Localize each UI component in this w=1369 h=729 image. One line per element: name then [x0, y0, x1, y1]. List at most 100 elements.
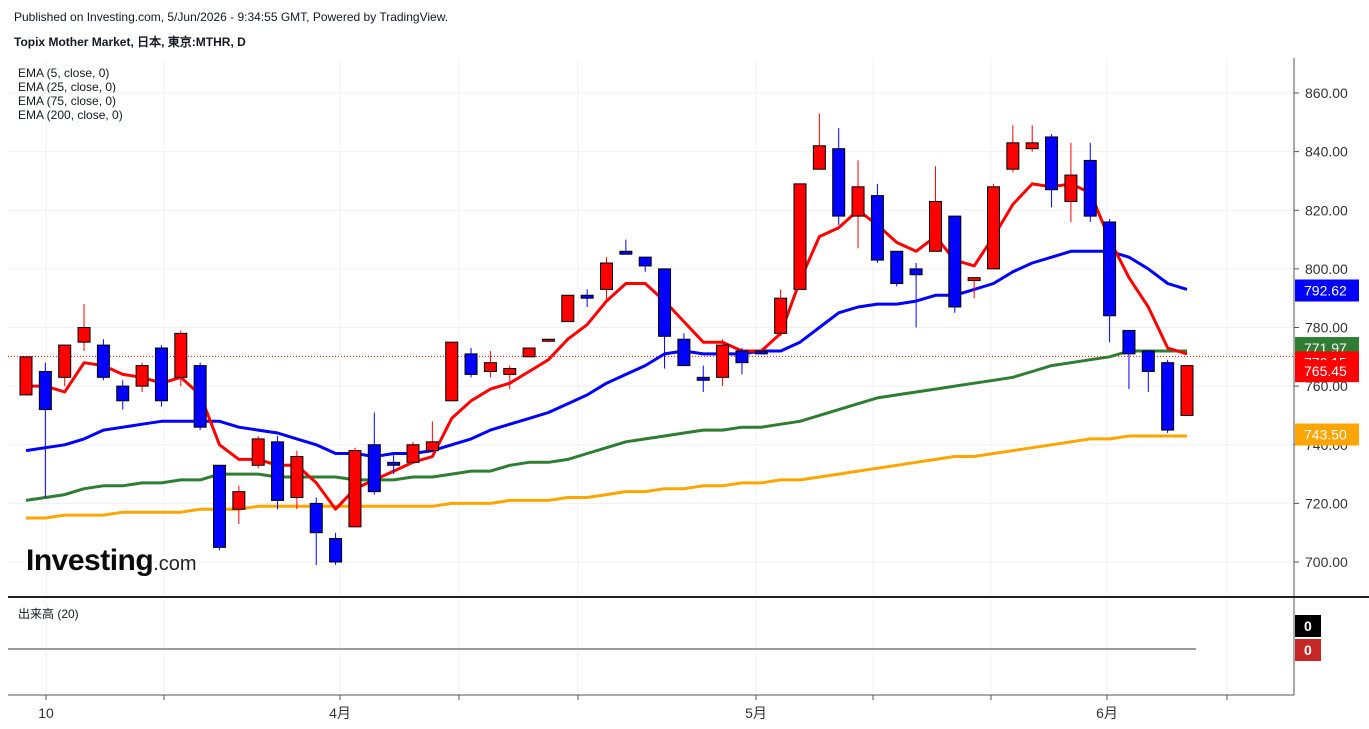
- candle-body: [271, 441, 285, 501]
- volume-label-text: 0: [1304, 642, 1312, 658]
- candle-body: [1045, 136, 1059, 191]
- candle-body: [909, 268, 923, 276]
- candle-body: [870, 195, 884, 261]
- investing-logo: Investing.com: [26, 544, 197, 578]
- ema-25-line: [25, 249, 1188, 458]
- candle-body: [948, 215, 962, 308]
- candle-body: [483, 362, 497, 372]
- candle-body: [987, 186, 1000, 270]
- candle-body: [1141, 350, 1155, 372]
- candle-body: [213, 464, 226, 548]
- candle-body: [1083, 159, 1097, 217]
- candle-body: [832, 148, 846, 217]
- candle-body: [580, 294, 594, 299]
- candle-body: [251, 438, 265, 466]
- price-label-text: 792.62: [1304, 283, 1347, 299]
- chart-axes: 700.00720.00740.00760.00780.00800.00820.…: [8, 58, 1369, 721]
- candle-body: [193, 365, 207, 428]
- price-label-box: [1295, 279, 1359, 302]
- candle-body: [541, 338, 555, 342]
- candle-body: [1122, 329, 1136, 355]
- candles: [8, 113, 1196, 650]
- x-tick-label: 5月: [745, 705, 767, 721]
- y-tick-label: 840.00: [1305, 144, 1348, 160]
- candle-body: [116, 385, 130, 402]
- candle-body: [425, 441, 439, 452]
- chart-symbol-title: Topix Mother Market, 日本, 東京:MTHR, D: [14, 35, 246, 49]
- candle-body: [677, 338, 691, 367]
- candle-body: [58, 344, 72, 378]
- x-tick-label: 4月: [329, 705, 351, 721]
- candle-body: [1103, 221, 1117, 317]
- ema-lines: [25, 182, 1188, 520]
- candle-body: [77, 327, 91, 343]
- published-info: Published on Investing.com, 5/Jun/2026 -…: [14, 10, 449, 24]
- candle-body: [890, 250, 904, 285]
- ema-5-line: [26, 182, 1188, 511]
- candle-body: [135, 365, 149, 387]
- candle-body: [967, 277, 981, 282]
- ema-25-legend[interactable]: EMA (25, close, 0): [18, 80, 117, 94]
- candle-body: [1006, 142, 1020, 170]
- y-tick-label: 780.00: [1305, 320, 1348, 336]
- candle-body: [600, 262, 613, 290]
- candle-body: [309, 502, 323, 534]
- volume-legend[interactable]: 出来高 (20): [18, 607, 79, 621]
- candle-body: [658, 268, 672, 337]
- candle-body: [793, 183, 807, 290]
- y-tick-label: 800.00: [1305, 261, 1348, 277]
- candle-body: [154, 347, 168, 402]
- candle-body: [928, 200, 942, 252]
- candle-body: [367, 444, 381, 493]
- candle-body: [38, 370, 52, 411]
- candle-body: [348, 450, 362, 528]
- candle-body: [812, 145, 826, 170]
- candle-body: [696, 376, 710, 381]
- x-tick-label: 10: [38, 705, 54, 721]
- ema-200-legend[interactable]: EMA (200, close, 0): [18, 108, 123, 122]
- logo-text: Investing: [26, 544, 154, 577]
- y-tick-label: 820.00: [1305, 202, 1348, 218]
- candle-body: [503, 368, 517, 375]
- y-tick-label: 720.00: [1305, 495, 1348, 511]
- candle-body: [561, 294, 575, 323]
- candle-body: [387, 461, 401, 466]
- candle-body: [774, 297, 788, 334]
- candle-body: [406, 444, 420, 463]
- candle-body: [1161, 362, 1175, 431]
- price-label-text: 765.45: [1304, 363, 1347, 379]
- candle-body: [174, 332, 188, 378]
- candle-body: [754, 350, 768, 355]
- candle-body: [716, 344, 730, 378]
- candle-body: [290, 455, 304, 499]
- candle-body: [619, 250, 633, 255]
- candle-body: [851, 186, 865, 217]
- y-tick-label: 860.00: [1305, 85, 1348, 101]
- price-label-box: [1295, 360, 1359, 383]
- candle-body: [464, 353, 478, 375]
- ema-legend: EMA (5, close, 0) EMA (25, close, 0) EMA…: [18, 66, 123, 122]
- volume-label-box: [1295, 615, 1321, 637]
- candle-body: [638, 256, 652, 267]
- volume-label-box: [1295, 639, 1321, 661]
- x-tick-label: 6月: [1096, 705, 1118, 721]
- ema-75-legend[interactable]: EMA (75, close, 0): [18, 94, 117, 108]
- candle-body: [445, 341, 459, 402]
- candle-body: [1064, 174, 1078, 202]
- candle-body: [735, 350, 749, 364]
- y-tick-label: 700.00: [1305, 554, 1348, 570]
- candle-body: [232, 491, 246, 510]
- ema-5-legend[interactable]: EMA (5, close, 0): [18, 66, 110, 80]
- candle-body: [96, 344, 110, 378]
- candle-body: [1025, 142, 1039, 150]
- candle-body: [329, 538, 343, 563]
- candle-body: [19, 356, 33, 396]
- candle-body: [522, 347, 536, 358]
- price-label-box: [1295, 423, 1359, 446]
- candle-body: [1180, 365, 1194, 416]
- price-label-text: 743.50: [1304, 426, 1347, 442]
- volume-label-text: 0: [1304, 618, 1312, 634]
- logo-suffix: .com: [153, 553, 197, 575]
